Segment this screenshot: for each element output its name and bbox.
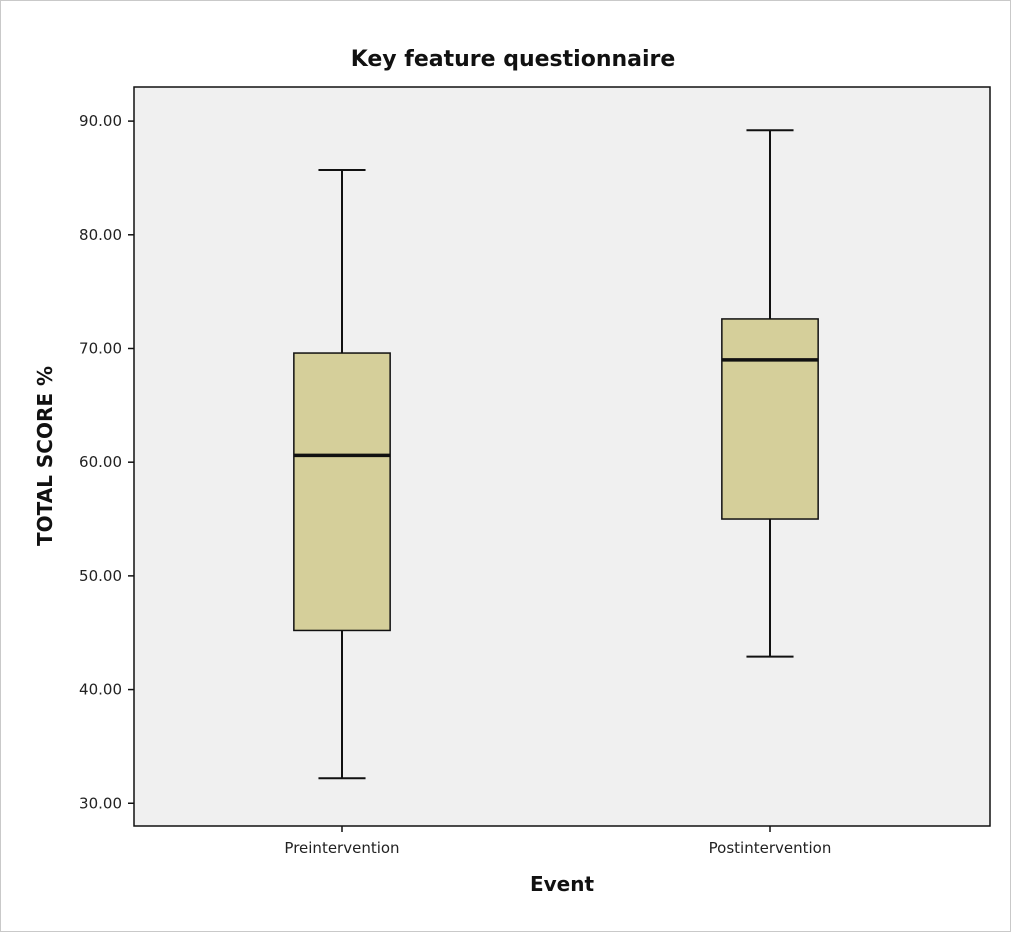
chart-title: Key feature questionnaire [351, 47, 676, 72]
box-preintervention [293, 168, 391, 780]
x-axis: Preintervention Postintervention [284, 826, 831, 857]
x-tick-label: Postintervention [709, 839, 832, 857]
y-tick-label: 80.00 [79, 226, 122, 244]
x-tick-label: Preintervention [284, 839, 399, 857]
y-axis-label: TOTAL SCORE % [33, 366, 57, 546]
y-tick-label: 90.00 [79, 112, 122, 130]
y-tick-label: 30.00 [79, 794, 122, 812]
iqr-box [293, 352, 391, 632]
iqr-box [721, 318, 819, 520]
plot-area [133, 86, 991, 827]
y-tick-label: 60.00 [79, 453, 122, 471]
boxes-group [293, 129, 819, 780]
y-tick-label: 50.00 [79, 567, 122, 585]
y-tick-label: 70.00 [79, 339, 122, 357]
box-postintervention [721, 129, 819, 658]
y-axis: 30.00 40.00 50.00 60.00 70.00 80.00 90.00 [79, 112, 134, 812]
y-tick-label: 40.00 [79, 681, 122, 699]
x-axis-label: Event [530, 872, 595, 896]
